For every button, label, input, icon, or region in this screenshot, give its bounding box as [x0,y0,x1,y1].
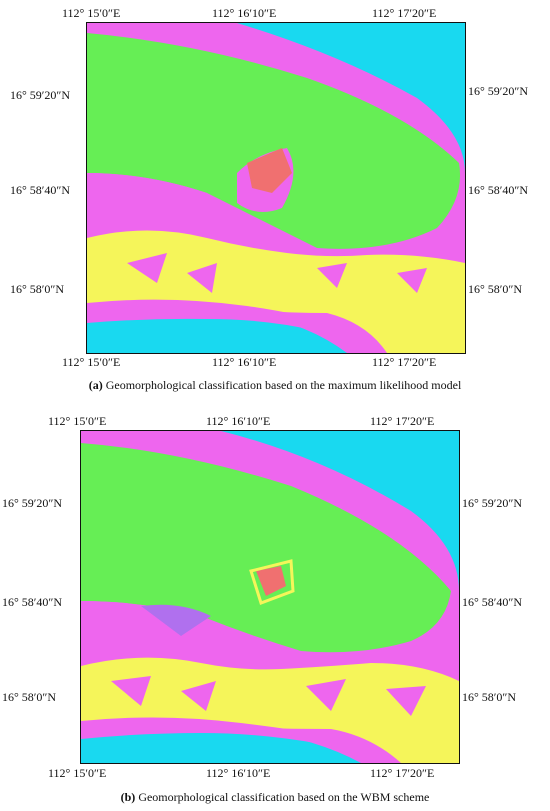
caption-text: Geomorphological classification based on… [105,378,462,392]
bottom-tick-label: 112° 16′10″E [212,355,277,369]
bottom-tick-label: 112° 17′20″E [372,355,437,369]
right-tick-label: 16° 58′40″N [468,183,529,197]
caption-text: Geomorphological classification based on… [138,790,430,804]
top-tick-label: 112° 16′10″E [212,6,277,20]
right-tick-label: 16° 58′0″N [468,282,523,296]
left-tick-label: 16° 59′20″N [2,496,63,510]
left-tick-label: 16° 59′20″N [10,88,71,102]
right-tick-label: 16° 58′40″N [462,595,523,609]
figure-caption-b: (b) Geomorphological classification base… [0,790,550,805]
bottom-tick-label: 112° 15′0″E [48,766,107,780]
left-tick-label: 16° 58′40″N [10,183,71,197]
top-tick-label: 112° 16′10″E [206,414,271,428]
top-tick-label: 112° 17′20″E [372,6,437,20]
top-tick-label: 112° 17′20″E [370,414,435,428]
panel-a: 112° 15′0″E 112° 16′10″E 112° 17′20″E 16… [0,0,550,400]
top-tick-label: 112° 15′0″E [48,414,107,428]
right-tick-label: 16° 58′0″N [462,690,517,704]
left-tick-label: 16° 58′0″N [10,282,65,296]
classification-map-a [86,22,466,354]
left-tick-label: 16° 58′0″N [2,690,57,704]
bottom-tick-label: 112° 16′10″E [206,766,271,780]
right-tick-label: 16° 59′20″N [462,496,523,510]
bottom-tick-label: 112° 15′0″E [62,355,121,369]
classification-map-b [80,430,460,764]
panel-b: 112° 15′0″E 112° 16′10″E 112° 17′20″E 16… [0,400,550,811]
caption-label: (b) [120,790,136,804]
top-tick-label: 112° 15′0″E [62,6,121,20]
figure-caption-a: (a) Geomorphological classification base… [0,378,550,393]
left-tick-label: 16° 58′40″N [2,595,63,609]
right-tick-label: 16° 59′20″N [468,84,529,98]
caption-label: (a) [88,378,103,392]
bottom-tick-label: 112° 17′20″E [370,766,435,780]
